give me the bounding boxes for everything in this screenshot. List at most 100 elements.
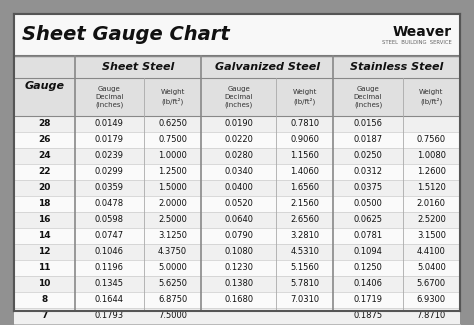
Bar — [14, 276, 460, 292]
Text: Galvanized Steel: Galvanized Steel — [215, 62, 320, 72]
Text: 0.0359: 0.0359 — [95, 184, 124, 192]
Text: 0.0299: 0.0299 — [95, 167, 124, 176]
Text: Gauge
Decimal
(inches): Gauge Decimal (inches) — [354, 86, 382, 108]
Text: 0.1380: 0.1380 — [224, 280, 253, 289]
Text: 1.2500: 1.2500 — [158, 167, 187, 176]
Text: 0.1345: 0.1345 — [95, 280, 124, 289]
Text: 10: 10 — [38, 280, 50, 289]
Text: 0.0312: 0.0312 — [354, 167, 383, 176]
Text: 0.1230: 0.1230 — [224, 264, 253, 272]
Text: 0.0400: 0.0400 — [224, 184, 253, 192]
Text: Sheet Steel: Sheet Steel — [102, 62, 174, 72]
Text: 5.7810: 5.7810 — [290, 280, 319, 289]
Text: 7.8710: 7.8710 — [417, 311, 446, 320]
Text: 1.2600: 1.2600 — [417, 167, 446, 176]
Text: Stainless Steel: Stainless Steel — [350, 62, 443, 72]
Bar — [14, 132, 460, 148]
Text: 4.5310: 4.5310 — [290, 248, 319, 256]
Text: 2.0160: 2.0160 — [417, 200, 446, 209]
Text: 1.5120: 1.5120 — [417, 184, 446, 192]
Text: 11: 11 — [38, 264, 51, 272]
Text: 0.1719: 0.1719 — [354, 295, 383, 305]
Text: 0.1046: 0.1046 — [95, 248, 124, 256]
Text: 5.1560: 5.1560 — [290, 264, 319, 272]
Text: 0.1094: 0.1094 — [354, 248, 383, 256]
Bar — [14, 116, 460, 132]
Text: 0.0781: 0.0781 — [354, 231, 383, 240]
Text: 7.5000: 7.5000 — [158, 311, 187, 320]
Bar — [14, 14, 460, 56]
Text: 0.0220: 0.0220 — [224, 136, 253, 145]
Text: 16: 16 — [38, 215, 51, 225]
Text: Weight
(lb/ft²): Weight (lb/ft²) — [292, 89, 317, 105]
Text: 0.1793: 0.1793 — [95, 311, 124, 320]
Text: 0.7500: 0.7500 — [158, 136, 187, 145]
Text: 0.0149: 0.0149 — [95, 120, 124, 128]
Text: 0.0156: 0.0156 — [354, 120, 383, 128]
Text: 0.0640: 0.0640 — [224, 215, 253, 225]
Text: 0.1250: 0.1250 — [354, 264, 383, 272]
Text: 0.0250: 0.0250 — [354, 151, 383, 161]
Text: 1.1560: 1.1560 — [290, 151, 319, 161]
Text: 0.7560: 0.7560 — [417, 136, 446, 145]
Text: 0.0747: 0.0747 — [95, 231, 124, 240]
Text: Gauge
Decimal
(inches): Gauge Decimal (inches) — [95, 86, 123, 108]
Text: 0.9060: 0.9060 — [290, 136, 319, 145]
Bar — [14, 292, 460, 308]
Text: Sheet Gauge Chart: Sheet Gauge Chart — [22, 25, 230, 45]
Text: 1.0000: 1.0000 — [158, 151, 187, 161]
Bar — [14, 212, 460, 228]
Text: 0.1196: 0.1196 — [95, 264, 124, 272]
Text: 0.0239: 0.0239 — [95, 151, 124, 161]
Text: 3.1250: 3.1250 — [158, 231, 187, 240]
Text: 0.1080: 0.1080 — [224, 248, 253, 256]
Text: 1.4060: 1.4060 — [290, 167, 319, 176]
Text: 24: 24 — [38, 151, 51, 161]
Text: 0.0280: 0.0280 — [224, 151, 253, 161]
Bar — [14, 228, 460, 244]
Text: 8: 8 — [41, 295, 47, 305]
Text: Weight
(lb/ft²): Weight (lb/ft²) — [160, 89, 185, 105]
Bar — [14, 308, 460, 324]
Text: 26: 26 — [38, 136, 51, 145]
Text: 1.6560: 1.6560 — [290, 184, 319, 192]
Text: 0.1680: 0.1680 — [224, 295, 253, 305]
Text: 0.0375: 0.0375 — [354, 184, 383, 192]
Text: 2.5200: 2.5200 — [417, 215, 446, 225]
Text: 12: 12 — [38, 248, 51, 256]
Text: 0.1875: 0.1875 — [354, 311, 383, 320]
Bar — [14, 164, 460, 180]
Text: 2.5000: 2.5000 — [158, 215, 187, 225]
Text: 5.6250: 5.6250 — [158, 280, 187, 289]
Text: 7.0310: 7.0310 — [290, 295, 319, 305]
Bar — [14, 180, 460, 196]
Text: 0.6250: 0.6250 — [158, 120, 187, 128]
Text: 2.6560: 2.6560 — [290, 215, 319, 225]
Text: Weaver: Weaver — [393, 25, 452, 39]
Text: 5.0400: 5.0400 — [417, 264, 446, 272]
Text: 5.0000: 5.0000 — [158, 264, 187, 272]
Text: 1.0080: 1.0080 — [417, 151, 446, 161]
Text: 0.1406: 0.1406 — [354, 280, 383, 289]
Text: 3.1500: 3.1500 — [417, 231, 446, 240]
Bar — [14, 244, 460, 260]
Text: 0.0790: 0.0790 — [224, 231, 253, 240]
Text: 0.0478: 0.0478 — [95, 200, 124, 209]
Text: STEEL  BUILDING  SERVICE: STEEL BUILDING SERVICE — [382, 40, 452, 45]
Text: 0.0500: 0.0500 — [354, 200, 383, 209]
Text: Weight
(lb/ft²): Weight (lb/ft²) — [419, 89, 444, 105]
Text: 1.5000: 1.5000 — [158, 184, 187, 192]
Text: 14: 14 — [38, 231, 51, 240]
Text: 0.0187: 0.0187 — [354, 136, 383, 145]
Text: Gauge
Decimal
(inches): Gauge Decimal (inches) — [225, 86, 253, 108]
Text: 6.9300: 6.9300 — [417, 295, 446, 305]
Text: 5.6700: 5.6700 — [417, 280, 446, 289]
Text: 3.2810: 3.2810 — [290, 231, 319, 240]
Text: 22: 22 — [38, 167, 51, 176]
Text: 0.0598: 0.0598 — [95, 215, 124, 225]
Text: 0.7810: 0.7810 — [290, 120, 319, 128]
Text: 0.0520: 0.0520 — [224, 200, 253, 209]
Text: 18: 18 — [38, 200, 51, 209]
Text: 2.1560: 2.1560 — [290, 200, 319, 209]
Bar — [14, 78, 460, 116]
